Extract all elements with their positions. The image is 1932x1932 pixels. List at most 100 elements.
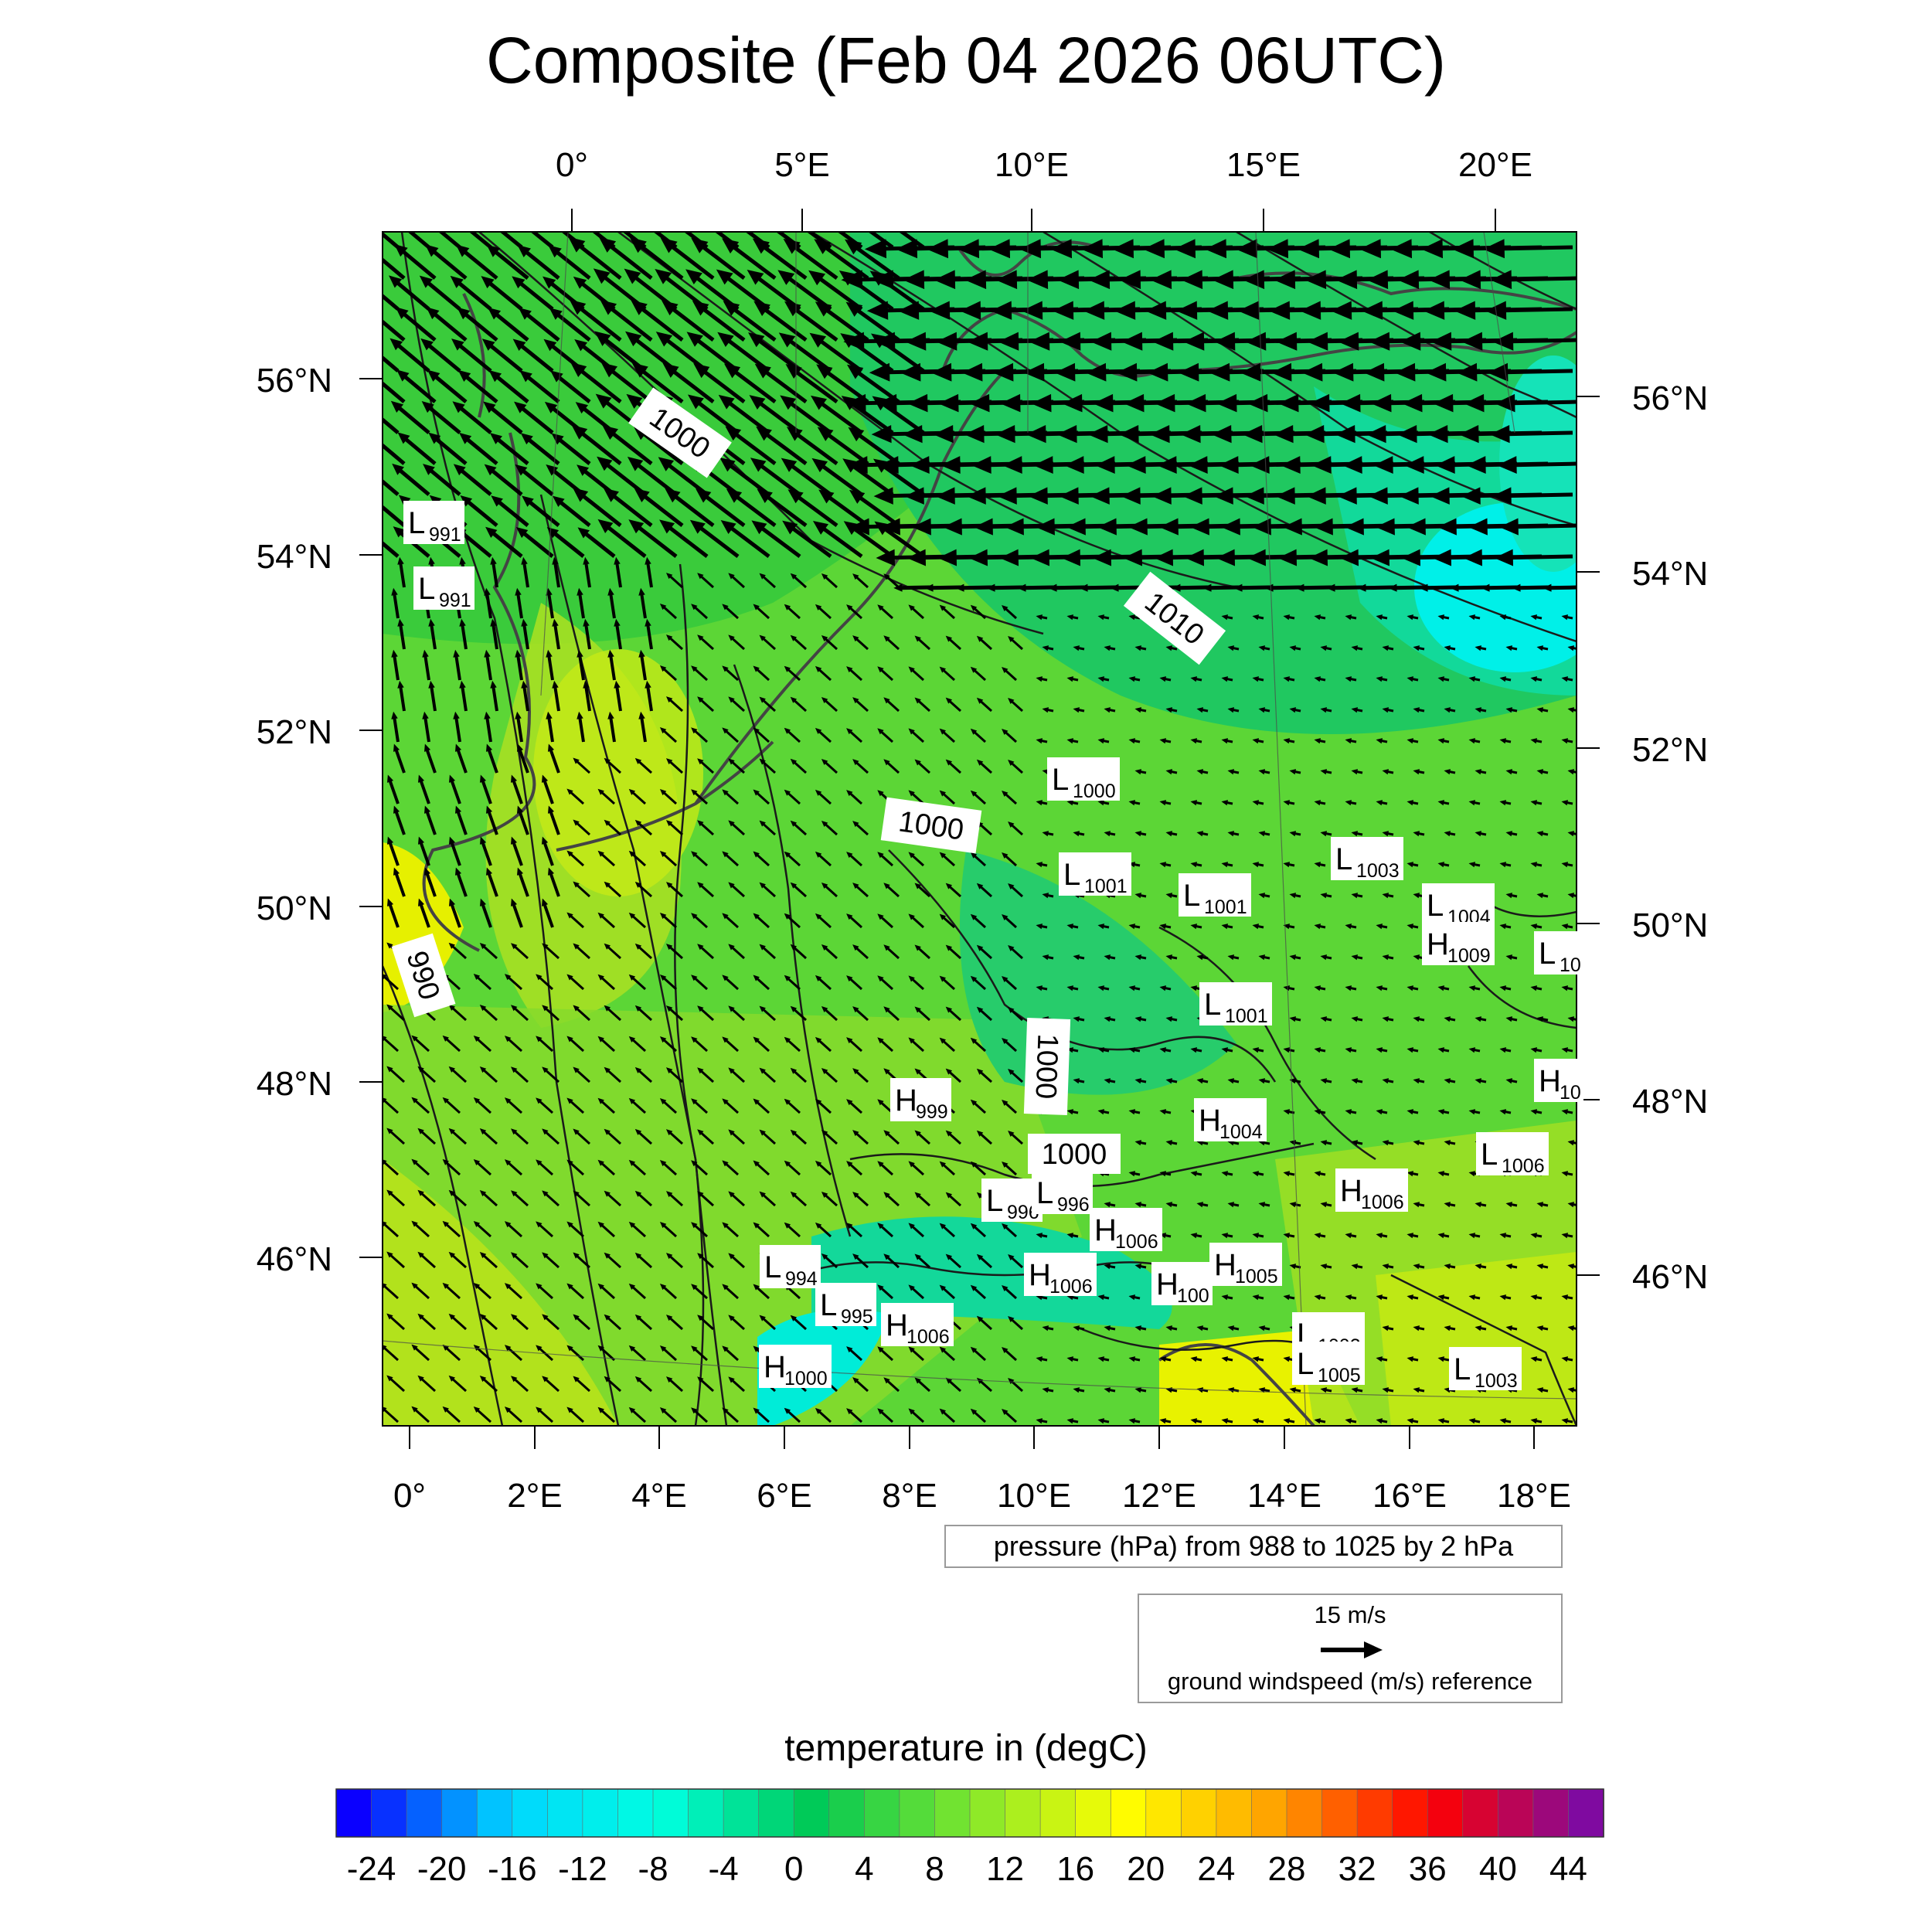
wind-arrow	[428, 432, 468, 465]
wind-arrow	[757, 488, 808, 528]
wind-arrow	[1444, 1140, 1456, 1146]
wind-arrow	[1382, 769, 1394, 775]
wind-arrow	[1475, 831, 1487, 837]
wind-arrow	[976, 697, 993, 713]
wind-arrow	[691, 1160, 709, 1176]
wind-arrow	[421, 400, 461, 434]
pressure-center-label: L 1001	[1199, 982, 1272, 1027]
wind-arrow	[1345, 923, 1357, 930]
wind-arrow	[383, 478, 400, 496]
wind-arrow	[790, 573, 808, 589]
wind-arrow	[546, 527, 585, 558]
wind-arrow	[970, 1408, 987, 1423]
contour-labels: 1000 1010 1000 990 1000 1000	[391, 387, 1226, 1174]
wind-arrow	[390, 400, 430, 434]
wind-arrow	[914, 1377, 931, 1393]
wind-arrow	[665, 820, 684, 836]
wind-arrow	[1376, 1233, 1388, 1239]
wind-arrow	[383, 1036, 400, 1053]
wind-arrow	[1128, 1356, 1141, 1362]
wind-arrow	[1036, 1233, 1048, 1239]
wind-arrow	[976, 1377, 993, 1393]
wind-arrow	[1444, 1264, 1456, 1270]
wind-arrow	[1437, 676, 1450, 682]
wind-arrow	[1320, 831, 1332, 837]
colorbar-swatch	[934, 1788, 971, 1838]
pressure-center-type: H	[1214, 1248, 1236, 1282]
colorbar-swatch	[1392, 1788, 1429, 1838]
pressure-center-label: L 995	[815, 1283, 876, 1328]
wind-arrow	[504, 1221, 523, 1238]
wind-arrow	[722, 1284, 740, 1300]
wind-arrow	[719, 457, 770, 496]
wind-arrow	[1258, 645, 1270, 651]
colorbar-swatch	[1498, 1788, 1534, 1838]
wind-arrow	[1134, 707, 1147, 713]
wind-arrow	[511, 1190, 529, 1207]
wind-reference-legend: 15 m/s ground windspeed (m/s) reference	[1138, 1594, 1563, 1703]
wind-arrow	[1258, 954, 1270, 961]
wind-arrow	[504, 1406, 523, 1423]
wind-arrow	[1475, 1325, 1487, 1332]
pressure-center-value: 1006	[1115, 1231, 1158, 1253]
wind-arrow	[815, 789, 832, 805]
wind-arrow	[1252, 1356, 1264, 1362]
wind-arrow	[629, 237, 684, 280]
wind-arrow	[1561, 923, 1573, 930]
wind-arrow	[383, 1406, 400, 1423]
wind-reference-speed: 15 m/s	[1314, 1601, 1386, 1628]
wind-arrow	[697, 1005, 715, 1022]
wind-arrow	[583, 618, 591, 650]
wind-arrow	[1134, 1202, 1147, 1208]
wind-arrow	[393, 867, 406, 897]
wind-arrow	[970, 1223, 987, 1238]
wind-arrow	[728, 758, 746, 774]
wind-arrow	[453, 649, 461, 681]
wind-arrow	[728, 1191, 746, 1207]
wind-arrow	[536, 1036, 554, 1053]
wind-arrow	[1437, 1233, 1450, 1239]
wind-arrow	[1134, 831, 1147, 837]
wind-arrow	[628, 788, 647, 805]
wind-arrow	[1530, 1294, 1543, 1301]
pressure-center-type: H	[764, 1350, 786, 1384]
wind-arrow	[908, 1284, 925, 1300]
wind-arrow	[945, 1130, 962, 1145]
colorbar-swatch	[1039, 1788, 1077, 1838]
wind-arrow	[815, 1036, 832, 1053]
wind-arrow	[939, 790, 956, 805]
wind-arrow	[753, 789, 770, 805]
wind-arrow	[573, 1376, 591, 1393]
wind-arrow	[821, 1129, 838, 1145]
wind-arrow	[1289, 769, 1301, 775]
pressure-center-value: 1001	[1204, 896, 1247, 918]
wind-arrow	[1221, 1356, 1233, 1362]
wind-arrow	[542, 1252, 560, 1269]
wind-arrow	[1002, 1408, 1018, 1423]
wind-arrow	[1314, 1233, 1326, 1239]
wind-arrow	[1002, 975, 1018, 991]
temperature-colorbar[interactable]: -24 -20 -16 -12 -8 -4 0 4 8 12 16 20 24 28 32 36 40 44	[335, 1788, 1604, 1888]
wind-arrow	[488, 369, 529, 403]
wind-arrow	[573, 1005, 591, 1022]
wind-arrow	[1413, 1078, 1425, 1084]
wind-arrow	[818, 489, 869, 528]
wind-arrow	[1314, 1047, 1326, 1053]
wind-arrow	[970, 1346, 987, 1362]
wind-arrow	[692, 300, 746, 342]
wind-arrow	[1227, 831, 1240, 837]
wind-arrow	[417, 1313, 437, 1331]
wind-arrow	[511, 1252, 529, 1269]
wind-arrow	[659, 604, 678, 620]
wind-arrow	[821, 1005, 838, 1022]
wind-arrow	[634, 1314, 653, 1331]
wind-arrow	[481, 276, 523, 311]
wind-arrow	[488, 307, 529, 342]
wind-arrow	[753, 1036, 770, 1053]
wind-arrow	[522, 495, 560, 527]
wind-arrow	[1406, 1047, 1419, 1053]
wind-arrow	[874, 521, 925, 559]
